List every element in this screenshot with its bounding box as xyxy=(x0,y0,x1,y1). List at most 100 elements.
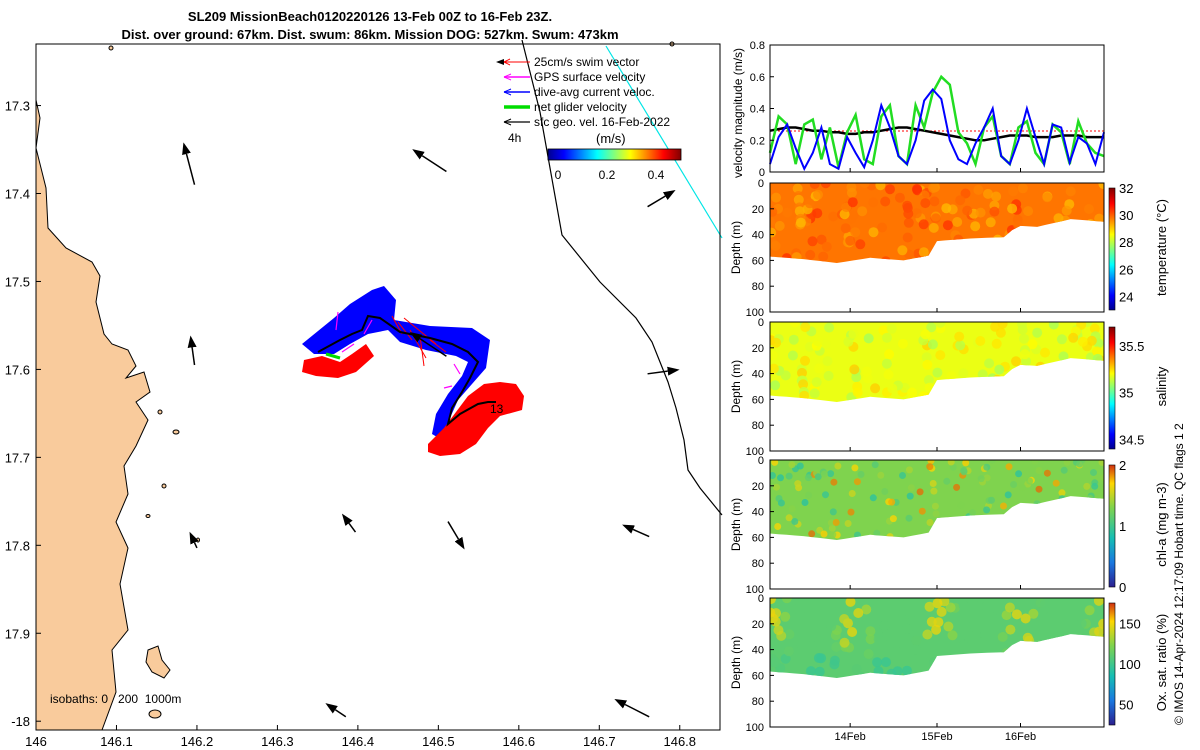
section-cell xyxy=(829,531,837,539)
section-cell xyxy=(955,251,966,262)
section-colorbar-tick: 26 xyxy=(1119,262,1133,277)
section-cell xyxy=(936,606,947,617)
section-cell xyxy=(1085,219,1096,230)
section-cell xyxy=(1035,361,1046,372)
section-cell xyxy=(1085,658,1096,669)
section-cell xyxy=(936,389,947,400)
map-ytick-label: 17.8 xyxy=(5,538,30,553)
section-cell xyxy=(806,632,817,642)
section-texture-salinity xyxy=(770,322,1104,402)
section-cell xyxy=(771,337,782,348)
section-cell xyxy=(888,498,896,506)
section-cell xyxy=(1065,186,1076,197)
track-extension-line xyxy=(605,45,723,239)
section-cell xyxy=(1050,660,1061,671)
section-cell xyxy=(902,232,913,243)
section-cell xyxy=(824,322,835,333)
section-cell xyxy=(861,604,872,615)
section-cell xyxy=(1027,339,1038,350)
section-cell xyxy=(827,470,835,478)
time-tick-label: 14Feb xyxy=(835,731,866,743)
section-cell xyxy=(857,206,868,217)
section-cell xyxy=(781,253,792,263)
section-cell xyxy=(1026,477,1034,485)
section-cell xyxy=(1001,648,1012,658)
section-cell xyxy=(1050,389,1061,400)
section-cell xyxy=(1041,518,1049,526)
section-cell xyxy=(975,207,986,218)
section-cell xyxy=(926,463,934,471)
section-cell xyxy=(889,515,897,523)
section-cell xyxy=(822,356,833,367)
section-cell xyxy=(991,191,1002,202)
isobath-label: isobaths: 0 200 1000m xyxy=(50,692,181,706)
section-cell xyxy=(770,240,781,251)
section-cell xyxy=(1015,240,1026,251)
isobath-200m xyxy=(521,39,723,516)
section-cell xyxy=(1070,650,1081,661)
section-cell xyxy=(993,672,1004,678)
section-cell xyxy=(916,488,924,496)
section-cell xyxy=(897,338,908,349)
section-cell xyxy=(935,350,946,361)
section-cell xyxy=(1004,602,1015,613)
section-ylabel: Depth (m) xyxy=(729,636,743,689)
section-ylabel: Depth (m) xyxy=(729,498,743,551)
section-cell xyxy=(1020,613,1031,624)
section-cell xyxy=(814,636,825,647)
section-cell xyxy=(1042,192,1053,203)
map-ytick-label: 17.6 xyxy=(5,362,30,377)
section-cell xyxy=(794,206,805,217)
section-cell xyxy=(987,373,998,384)
section-ytick-label: 60 xyxy=(752,532,764,544)
section-cell xyxy=(1073,634,1083,645)
section-cell xyxy=(1001,610,1012,621)
section-cell xyxy=(885,638,896,649)
section-cell xyxy=(999,239,1010,250)
section-cell xyxy=(1060,632,1070,643)
section-texture-temperature xyxy=(770,183,1104,263)
colorbar-unit-label: (m/s) xyxy=(596,131,626,146)
section-cell xyxy=(814,473,822,481)
section-colorbar xyxy=(1108,602,1116,726)
section-colorbar-tick: 32 xyxy=(1119,181,1133,196)
section-cell xyxy=(1067,220,1078,231)
section-cell xyxy=(869,494,877,502)
map-ytick-label: 17.7 xyxy=(5,450,30,465)
section-cell xyxy=(1000,502,1007,510)
coastline-land xyxy=(35,99,151,731)
section-cell xyxy=(977,637,988,648)
section-cell xyxy=(792,183,803,194)
section-cell xyxy=(1000,517,1008,525)
section-cell xyxy=(875,183,886,191)
section-cell xyxy=(1098,618,1104,629)
section-cell xyxy=(777,499,785,507)
section-cell xyxy=(853,608,864,618)
section-cell xyxy=(861,366,872,377)
section-cell xyxy=(1017,650,1028,661)
section-cell xyxy=(944,517,952,525)
section-cell xyxy=(1019,349,1030,360)
islands xyxy=(108,41,675,719)
map-ytick-label: 17.5 xyxy=(5,274,30,289)
section-cell xyxy=(859,183,870,188)
section-cell xyxy=(905,514,913,522)
section-cell xyxy=(873,634,884,645)
section-cell xyxy=(989,254,999,263)
map-ytick-label: -18 xyxy=(11,714,30,729)
section-colorbar-tick: 1 xyxy=(1119,519,1126,534)
section-colorbar xyxy=(1108,464,1116,588)
section-cell xyxy=(919,190,930,201)
section-cell xyxy=(1091,670,1102,678)
section-cell xyxy=(991,391,1002,402)
section-cell xyxy=(783,646,794,657)
section-cell xyxy=(813,189,823,200)
map-xtick-label: 146.6 xyxy=(503,734,536,749)
section-cell xyxy=(850,227,861,238)
section-cell xyxy=(1008,186,1019,197)
section-cell xyxy=(975,336,986,346)
section-cell xyxy=(960,188,971,199)
section-colorbar-label: chl-a (mg m-3) xyxy=(1154,482,1169,567)
section-cell xyxy=(770,472,776,479)
